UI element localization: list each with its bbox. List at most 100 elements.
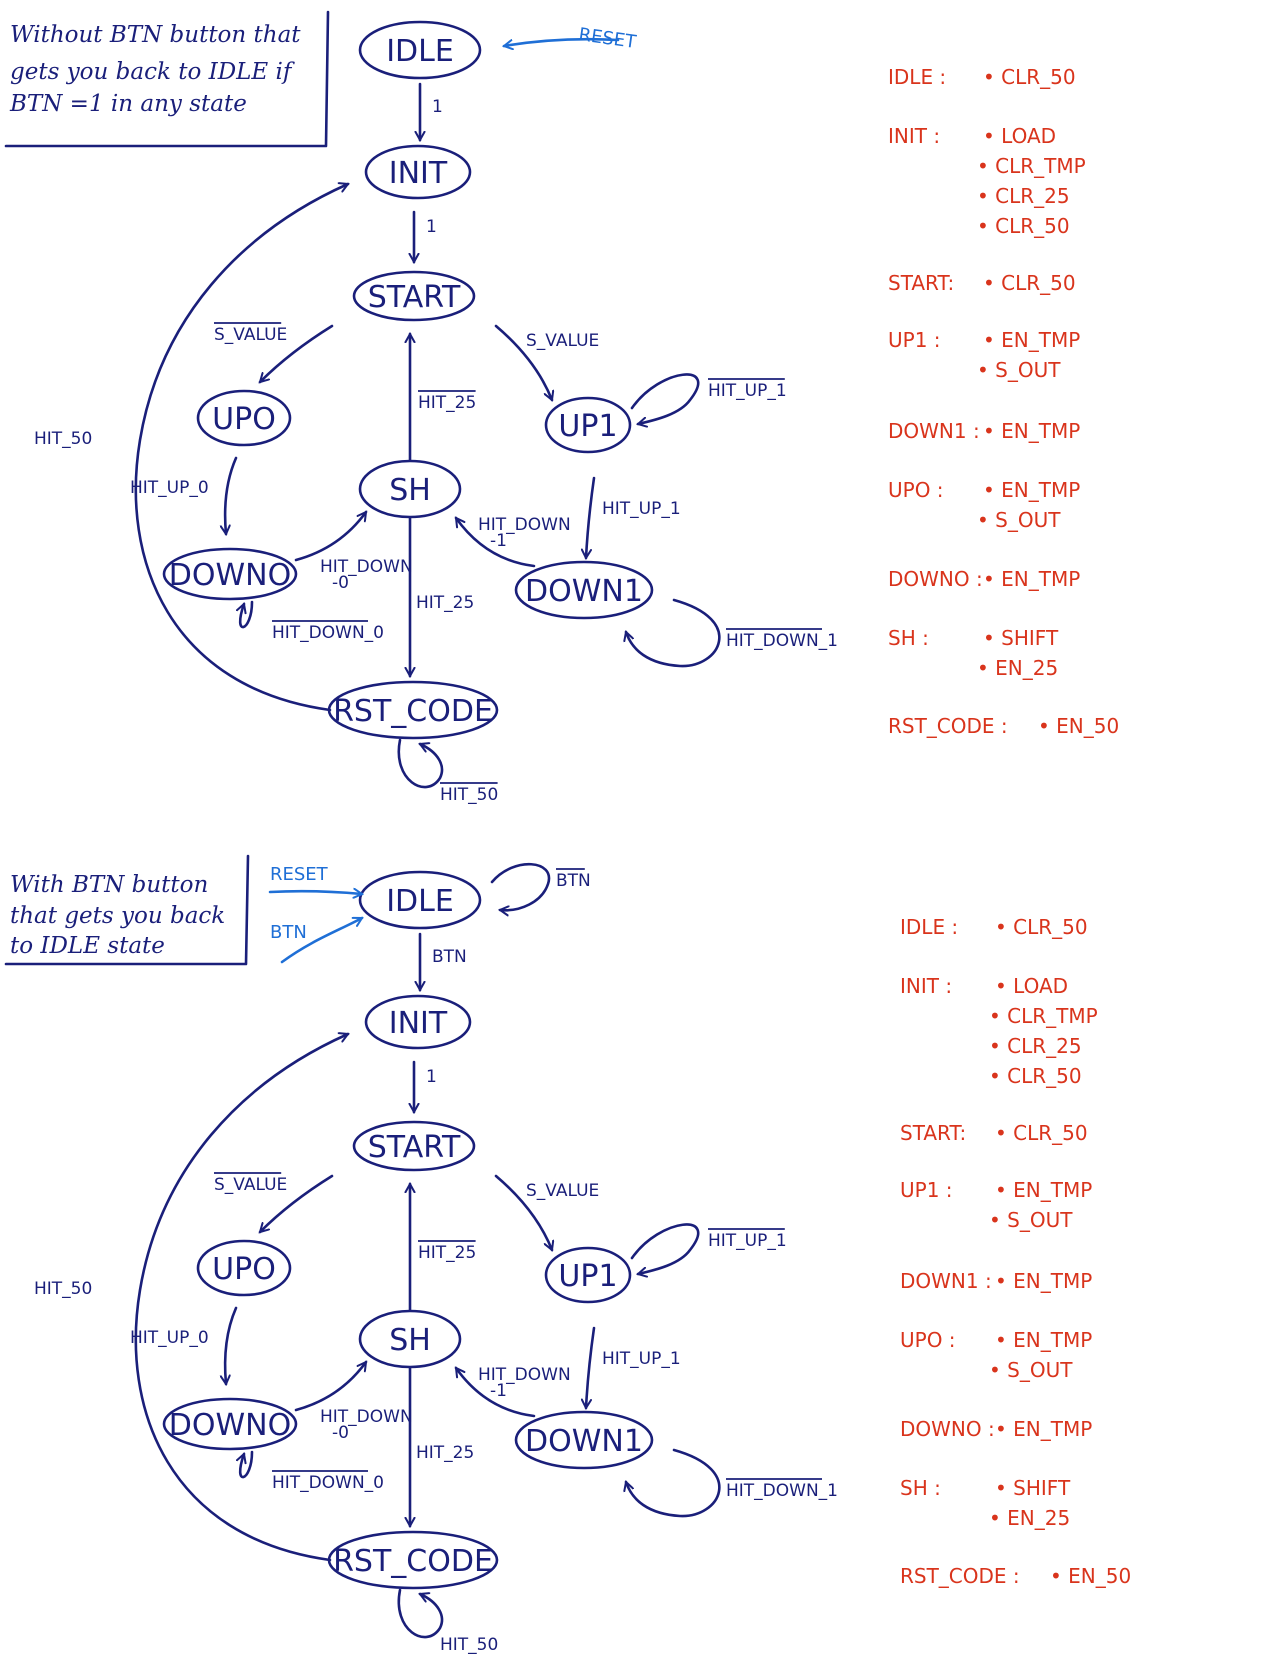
state-down1: DOWN1 bbox=[514, 1410, 654, 1470]
note-line: BTN =1 in any state bbox=[9, 91, 247, 117]
edge-up1-self-label: HIT_UP_1 bbox=[708, 1231, 787, 1251]
output-state-name: UPO : bbox=[900, 1328, 956, 1352]
output-state-name: SH : bbox=[888, 626, 929, 650]
edge-sh-rst-label: HIT_25 bbox=[416, 1443, 474, 1463]
output-item: • EN_50 bbox=[1038, 714, 1119, 738]
state-up1-label: UP1 bbox=[558, 1259, 617, 1294]
state-sh: SH bbox=[358, 1309, 462, 1369]
output-item: • CLR_TMP bbox=[989, 1004, 1098, 1028]
edge-label-line: -1 bbox=[490, 1381, 507, 1401]
output-item: • LOAD bbox=[995, 974, 1068, 998]
output-group: INIT : • LOAD • CLR_TMP • CLR_25 • CLR_50 bbox=[888, 124, 1086, 238]
external-input-label: BTN bbox=[270, 922, 307, 943]
state-idle-label: IDLE bbox=[386, 34, 454, 69]
output-state-name: IDLE : bbox=[900, 915, 958, 939]
edge-idle-self bbox=[490, 862, 551, 910]
edge-rst-self-label: HIT_50 bbox=[440, 785, 498, 805]
external-input-arrow bbox=[268, 891, 362, 894]
note-border bbox=[4, 10, 330, 148]
state-down0-ellipse bbox=[162, 1397, 298, 1451]
edge-idle-init-label: BTN bbox=[432, 947, 467, 967]
edge-start-up1-label: S_VALUE bbox=[526, 1181, 599, 1201]
output-state-name: DOWNO : bbox=[888, 567, 983, 591]
edge-up1-self bbox=[630, 1223, 700, 1274]
output-group: UPO : • EN_TMP • S_OUT bbox=[900, 1328, 1092, 1382]
state-down0: DOWNO bbox=[162, 1397, 298, 1451]
state-down1-ellipse bbox=[514, 1410, 654, 1470]
edge-rst-self-label: HIT_50 bbox=[440, 1635, 498, 1655]
output-item: • EN_TMP bbox=[983, 328, 1080, 352]
output-state-name: RST_CODE : bbox=[900, 1564, 1020, 1588]
state-init-label: INIT bbox=[389, 1006, 448, 1041]
edge-sh-rst-label: HIT_25 bbox=[416, 593, 474, 613]
edge-start-up0-label: S_VALUE bbox=[214, 1175, 287, 1195]
note-line: With BTN button bbox=[10, 872, 208, 898]
output-item: • EN_TMP bbox=[983, 478, 1080, 502]
output-state-name: UP1 : bbox=[888, 328, 941, 352]
state-idle: IDLE bbox=[358, 870, 482, 930]
output-item: • SHIFT bbox=[983, 626, 1059, 650]
edge-up1-self-label: HIT_UP_1 bbox=[708, 381, 787, 401]
state-init-label: INIT bbox=[389, 156, 448, 191]
output-item: • CLR_50 bbox=[983, 271, 1076, 295]
output-group: DOWNO : • EN_TMP bbox=[888, 567, 1080, 591]
output-item: • EN_TMP bbox=[995, 1328, 1092, 1352]
output-item: • EN_50 bbox=[1050, 1564, 1131, 1588]
edge-down1-self-label: HIT_DOWN_1 bbox=[726, 631, 838, 651]
edge-up1-down1 bbox=[586, 1326, 596, 1408]
output-item: • EN_25 bbox=[977, 656, 1058, 680]
output-group: DOWN1 : • EN_TMP bbox=[888, 419, 1080, 443]
state-down1: DOWN1 bbox=[514, 560, 654, 620]
output-state-name: INIT : bbox=[888, 124, 940, 148]
edge-up0-down0 bbox=[225, 1306, 238, 1384]
output-item: • CLR_50 bbox=[995, 915, 1088, 939]
note-border bbox=[4, 854, 250, 966]
state-start-ellipse bbox=[352, 1120, 476, 1172]
state-down0-ellipse bbox=[162, 547, 298, 601]
state-up0: UPO bbox=[196, 1239, 292, 1297]
state-sh-label: SH bbox=[389, 1323, 431, 1358]
edge-down1-sh bbox=[454, 1368, 536, 1418]
output-group: UP1 : • EN_TMP • S_OUT bbox=[888, 328, 1080, 382]
edge-up0-down0-label: HIT_UP_0 bbox=[130, 478, 209, 498]
output-group: INIT : • LOAD • CLR_TMP • CLR_25 • CLR_50 bbox=[900, 974, 1098, 1088]
output-group: IDLE : • CLR_50 bbox=[888, 65, 1076, 89]
output-item: • EN_TMP bbox=[995, 1417, 1092, 1441]
state-start: START bbox=[352, 1120, 476, 1172]
edge-down1-self bbox=[626, 598, 721, 668]
output-state-name: RST_CODE : bbox=[888, 714, 1008, 738]
state-init-ellipse bbox=[364, 994, 472, 1050]
edge-label-line: HIT_DOWN bbox=[478, 515, 571, 535]
output-item: • CLR_TMP bbox=[977, 154, 1086, 178]
output-item: • S_OUT bbox=[989, 1208, 1073, 1232]
edge-down0-self bbox=[240, 600, 254, 629]
edge-rst-init bbox=[134, 184, 348, 712]
state-idle-label: IDLE bbox=[386, 884, 454, 919]
state-up0-ellipse bbox=[196, 389, 292, 447]
state-up1-ellipse bbox=[544, 396, 632, 454]
output-group: DOWNO : • EN_TMP bbox=[900, 1417, 1092, 1441]
edge-down0-sh bbox=[294, 1362, 368, 1412]
edge-sh-start-label: HIT_25 bbox=[418, 393, 476, 413]
external-input-arrow bbox=[504, 37, 620, 46]
edge-label-line: HIT_DOWN bbox=[320, 1407, 413, 1427]
edge-label-line: -0 bbox=[332, 1423, 349, 1443]
output-item: • EN_TMP bbox=[983, 419, 1080, 443]
edge-up0-down0 bbox=[225, 456, 238, 534]
output-item: • SHIFT bbox=[995, 1476, 1071, 1500]
edge-up1-self bbox=[630, 373, 700, 424]
edge-start-up1 bbox=[494, 324, 552, 400]
state-up1: UP1 bbox=[544, 396, 632, 454]
output-item: • LOAD bbox=[983, 124, 1056, 148]
output-group: RST_CODE : • EN_50 bbox=[900, 1564, 1131, 1588]
state-idle: IDLE bbox=[358, 20, 482, 80]
state-down0-label: DOWNO bbox=[169, 558, 291, 593]
note-line: Without BTN button that bbox=[10, 22, 301, 48]
edge-init-start-label: 1 bbox=[426, 1067, 437, 1087]
state-start: START bbox=[352, 270, 476, 322]
edge-start-up0 bbox=[260, 1174, 334, 1232]
edge-idle-self-label: BTN bbox=[556, 871, 591, 891]
external-input-arrow bbox=[280, 916, 362, 964]
output-item: • S_OUT bbox=[989, 1358, 1073, 1382]
state-rst-label: RST_CODE bbox=[333, 694, 493, 729]
